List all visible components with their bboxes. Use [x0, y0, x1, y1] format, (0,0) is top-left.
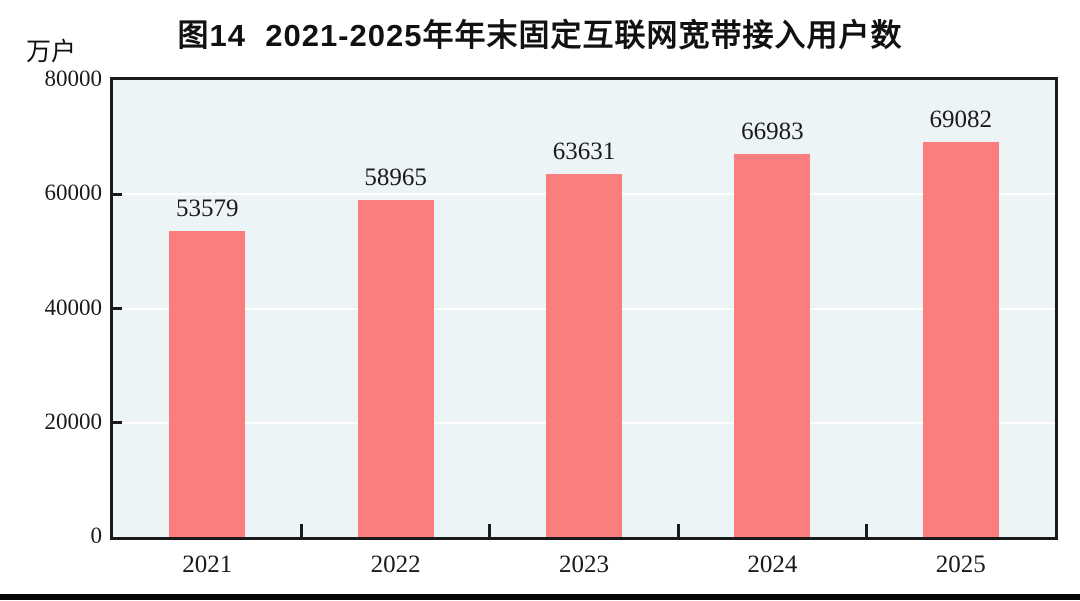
y-tick-label-60000: 60000	[44, 180, 103, 206]
x-tick-label-2021: 2021	[182, 551, 233, 578]
x-tick-mark-2	[488, 524, 492, 537]
plot-inner: 53579 58965 63631 66983 69082	[113, 80, 1055, 537]
y-tick-mark-40000	[113, 307, 122, 310]
y-tick-mark-20000	[113, 421, 122, 425]
y-axis-unit-label: 万户	[26, 39, 77, 66]
x-tick-mark-3	[676, 524, 680, 537]
bar-value-label-2023: 63631	[552, 137, 616, 165]
bar-value-label-2024: 66983	[741, 118, 804, 146]
bar-2021	[169, 230, 246, 537]
y-tick-label-40000: 40000	[44, 294, 103, 320]
x-tick-label-2025: 2025	[935, 551, 986, 578]
bar-2023	[546, 173, 622, 537]
bar-value-label-2025: 69082	[929, 106, 993, 134]
bar-2022	[357, 200, 434, 537]
y-tick-label-0: 0	[90, 523, 103, 548]
y-tick-label-20000: 20000	[44, 408, 103, 434]
x-tick-mark-4	[865, 524, 869, 537]
chart-title: 图14 2021-2025年年末固定互联网宽带接入用户数	[177, 18, 903, 53]
x-tick-label-2022: 2022	[370, 551, 421, 578]
x-tick-label-2023: 2023	[559, 551, 609, 578]
bar-2024	[734, 154, 811, 537]
bar-value-label-2022: 58965	[364, 164, 427, 192]
x-tick-label-2024: 2024	[747, 551, 798, 578]
x-tick-mark-1	[299, 524, 303, 537]
bar-2025	[922, 142, 999, 537]
page-bottom-rule	[0, 594, 1080, 600]
bar-value-label-2021: 53579	[175, 194, 239, 222]
plot-area: 53579 58965 63631 66983 69082	[110, 77, 1058, 540]
y-tick-label-80000: 80000	[44, 66, 103, 91]
y-tick-mark-60000	[113, 192, 122, 196]
